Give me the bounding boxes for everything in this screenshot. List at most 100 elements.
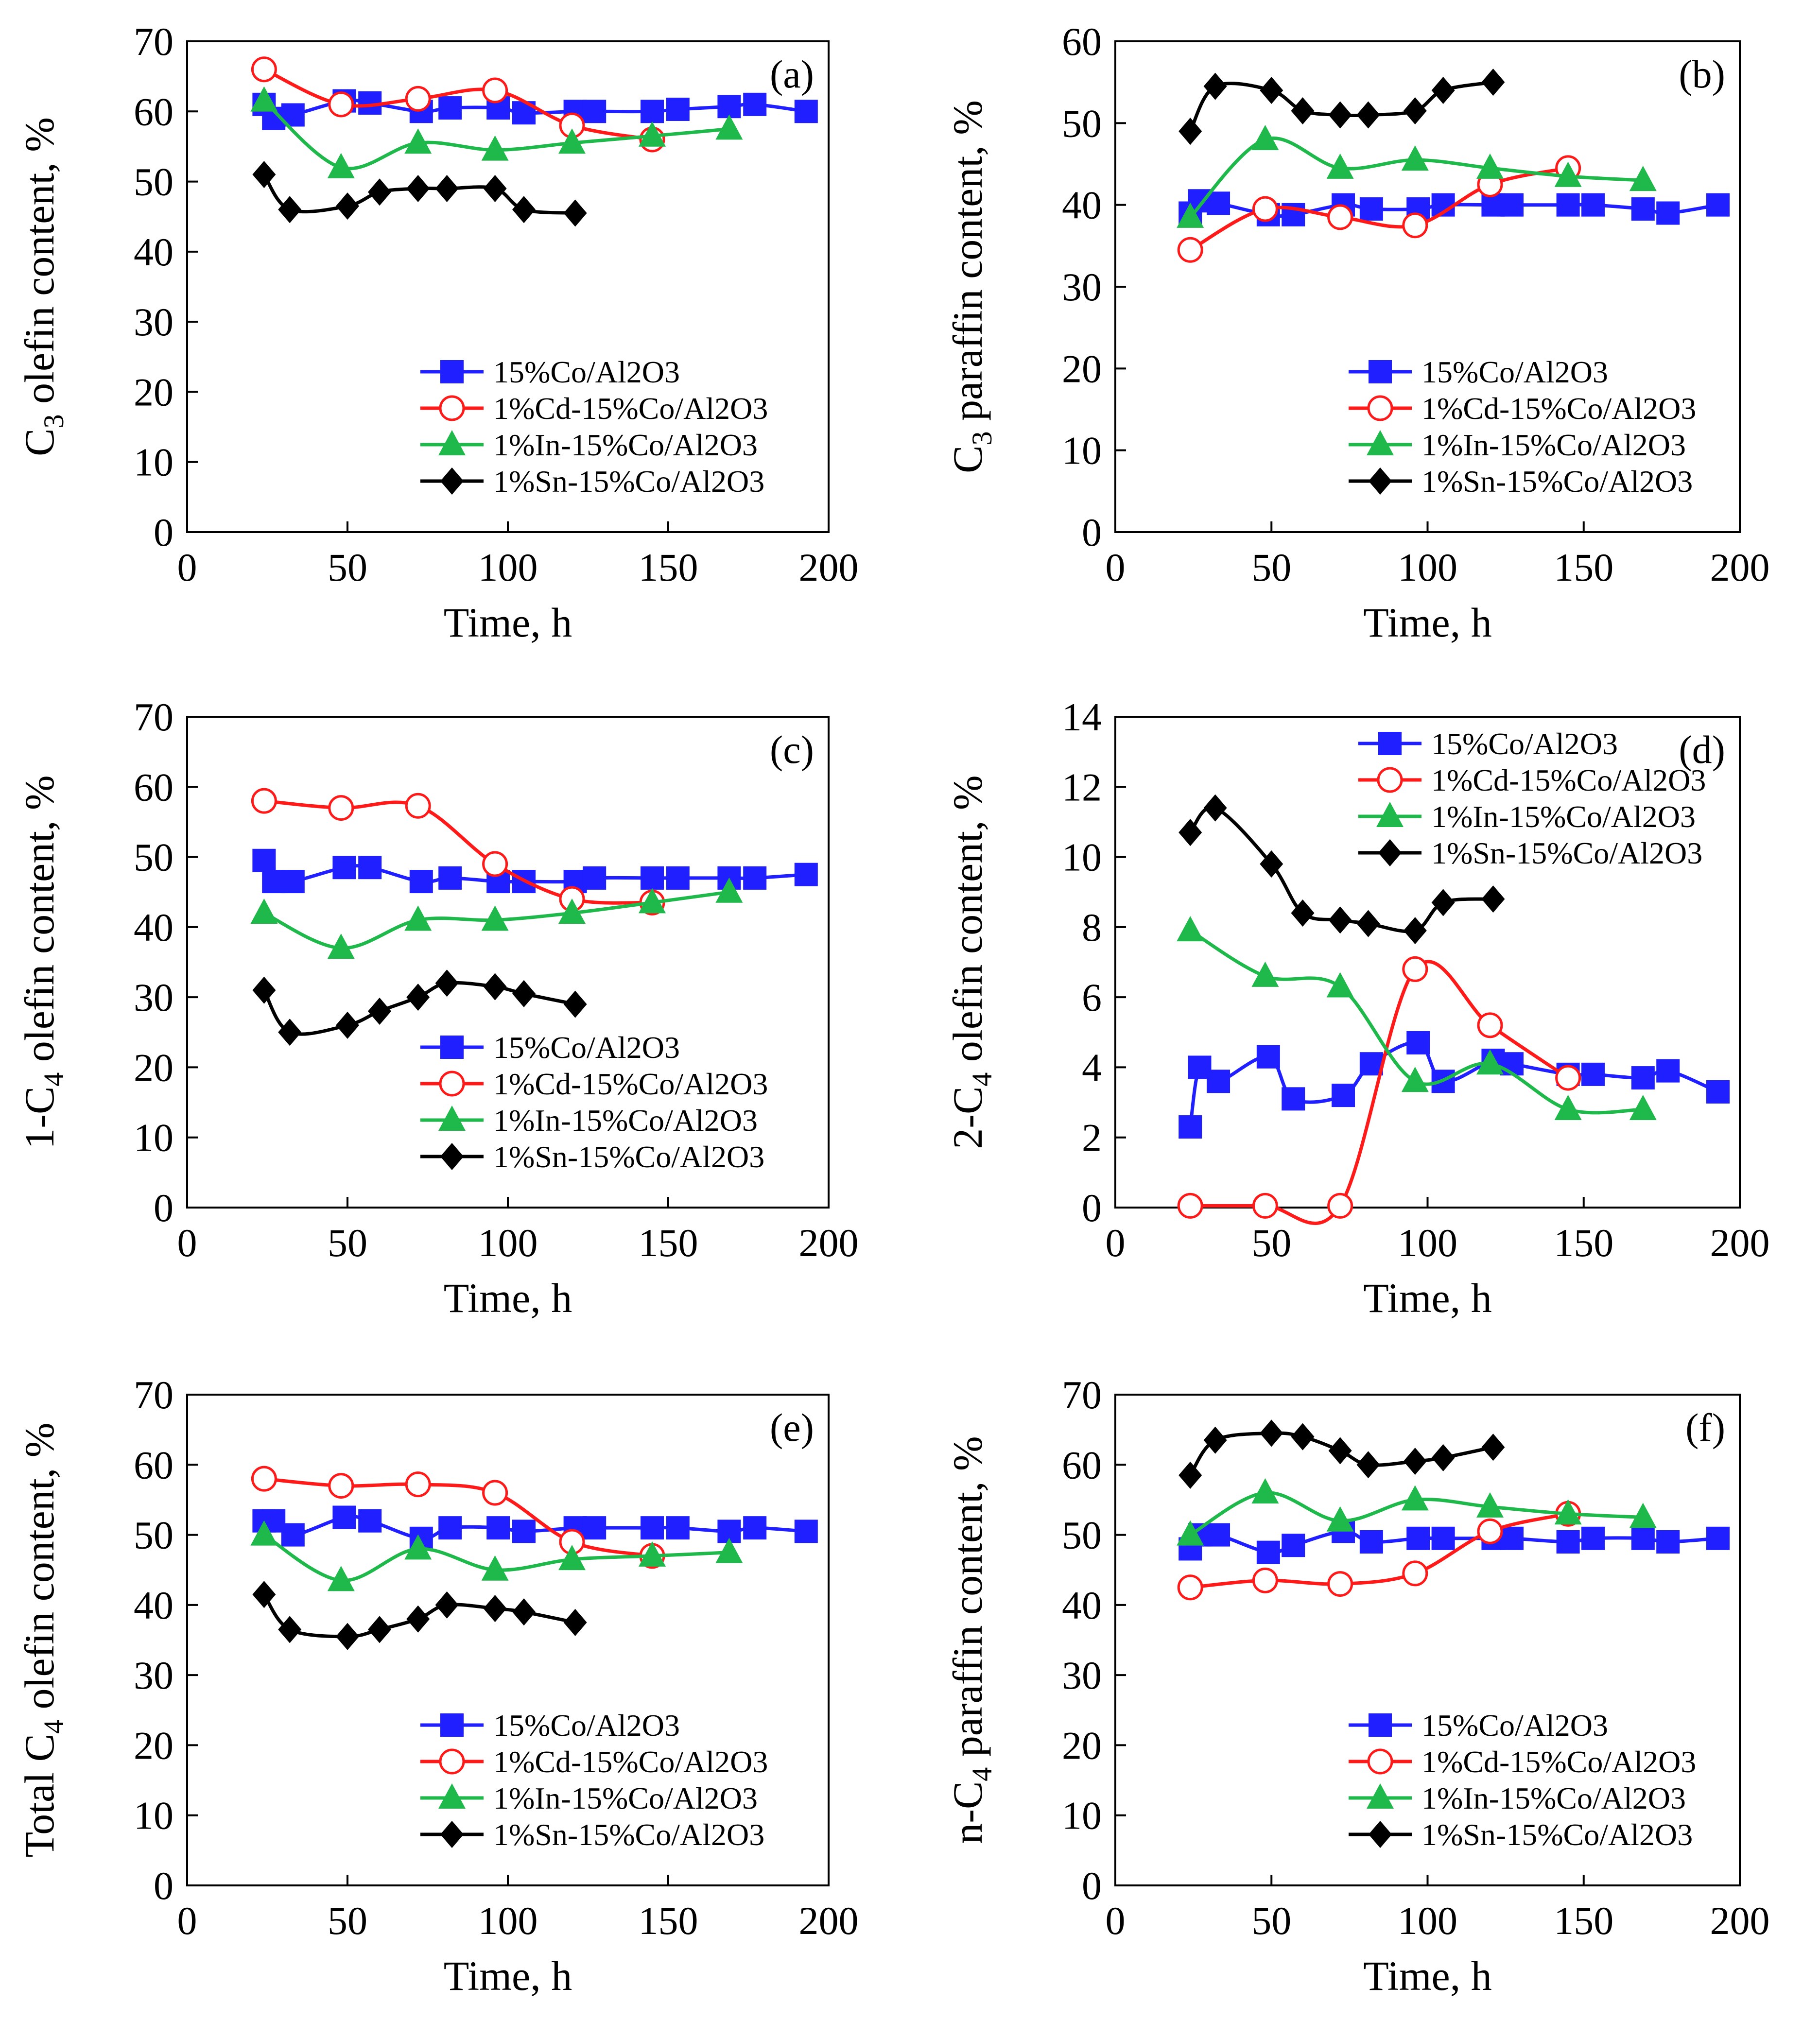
data-point (1431, 1526, 1455, 1550)
x-axis-title: Time, h (1363, 599, 1491, 646)
data-point (666, 866, 690, 890)
legend: 15%Co/Al2O31%Cd-15%Co/Al2O31%In-15%Co/Al… (420, 355, 768, 499)
data-point (250, 898, 278, 924)
x-axis-title: Time, h (1363, 1952, 1491, 1999)
data-point (404, 905, 432, 931)
data-point (252, 1581, 276, 1608)
legend-marker (1376, 802, 1404, 827)
panel-b: 0 50 100 150 200 0 10 20 30 40 50 60 Time, h C3 paraf… (944, 19, 1770, 646)
data-point (563, 199, 587, 227)
y-tick-label: 40 (134, 230, 173, 274)
legend-marker (1367, 430, 1394, 455)
data-point (1179, 1461, 1202, 1489)
legend-marker (1369, 360, 1392, 383)
data-point (328, 91, 354, 118)
y-tick-label: 10 (134, 1116, 173, 1160)
x-tick-label: 50 (1251, 545, 1291, 589)
legend: 15%Co/Al2O31%Cd-15%Co/Al2O31%In-15%Co/Al… (1349, 1708, 1696, 1852)
data-point (435, 175, 459, 202)
data-point (1403, 917, 1427, 945)
data-point (406, 1605, 430, 1633)
y-tick-label: 20 (1062, 346, 1102, 391)
series-sn (1179, 794, 1505, 945)
y-tick-label: 50 (134, 835, 173, 880)
data-point (483, 175, 507, 202)
data-point (1326, 972, 1354, 998)
legend-marker (1367, 1783, 1394, 1809)
data-point (1207, 1523, 1231, 1547)
data-point (435, 969, 459, 997)
legend-label: 1%In-15%Co/Al2O3 (1431, 799, 1696, 834)
legend: 15%Co/Al2O31%Cd-15%Co/Al2O31%In-15%Co/Al… (1349, 355, 1696, 499)
legend-marker (440, 360, 464, 383)
data-point (1203, 1426, 1227, 1454)
data-point (1326, 1506, 1354, 1532)
panel-letter: (f) (1685, 1405, 1725, 1450)
data-point (252, 976, 276, 1004)
data-point (332, 856, 356, 880)
legend-label: 1%Cd-15%Co/Al2O3 (493, 391, 768, 426)
data-point (1555, 1065, 1581, 1091)
data-point (1402, 1560, 1428, 1587)
data-point (1252, 1192, 1278, 1219)
legend-entry: 15%Co/Al2O3 (420, 355, 680, 389)
data-point (252, 848, 276, 872)
data-point (438, 866, 462, 890)
x-axis-title: Time, h (444, 1275, 572, 1321)
x-axis-title: Time, h (444, 599, 572, 646)
series-sn (1179, 69, 1505, 145)
data-point (404, 128, 432, 154)
data-point (1177, 202, 1204, 228)
data-point (1402, 956, 1428, 982)
data-point (1282, 1534, 1305, 1557)
data-point (281, 1523, 305, 1547)
legend-entry: 1%Sn-15%Co/Al2O3 (420, 464, 764, 499)
data-point (512, 980, 536, 1007)
legend-entry: 1%Sn-15%Co/Al2O3 (420, 1817, 764, 1852)
y-tick-label: 40 (1062, 1583, 1102, 1627)
data-point (1328, 1437, 1352, 1465)
data-point (512, 196, 536, 224)
data-point (278, 1616, 302, 1643)
series-in (1177, 916, 1657, 1120)
data-point (1629, 166, 1657, 191)
data-point (1706, 1526, 1730, 1550)
data-point (1251, 125, 1279, 150)
data-point (486, 1516, 510, 1540)
y-tick-label: 70 (1062, 1373, 1102, 1417)
data-point (1476, 1049, 1504, 1075)
data-point (1431, 889, 1455, 916)
data-point (1252, 196, 1278, 222)
legend-label: 1%In-15%Co/Al2O3 (1421, 428, 1686, 462)
data-point (1403, 1448, 1427, 1475)
data-point (1327, 204, 1353, 230)
data-point (743, 866, 767, 890)
legend-entry: 1%Cd-15%Co/Al2O3 (420, 1745, 768, 1779)
y-tick-label: 70 (134, 1373, 173, 1417)
legend-marker (1378, 732, 1402, 755)
data-point (639, 888, 666, 914)
legend-marker (440, 1036, 464, 1059)
data-point (358, 856, 382, 880)
data-point (251, 1466, 277, 1492)
data-point (794, 100, 818, 123)
series-sn (252, 969, 587, 1046)
data-point (1556, 1530, 1580, 1554)
data-point (278, 1019, 302, 1046)
legend-label: 1%Sn-15%Co/Al2O3 (1431, 836, 1702, 870)
y-tick-label: 0 (1082, 510, 1102, 554)
y-axis-title: C3 olefin content, % (16, 117, 69, 456)
legend-entry: 1%Cd-15%Co/Al2O3 (1349, 1745, 1696, 1779)
data-point (558, 898, 586, 924)
y-tick-label: 60 (134, 765, 173, 809)
x-tick-label: 150 (639, 1221, 698, 1265)
data-point (1291, 97, 1315, 125)
legend-entry: 1%In-15%Co/Al2O3 (420, 1103, 758, 1138)
data-point (1326, 153, 1354, 179)
legend-entry: 15%Co/Al2O3 (1349, 1708, 1608, 1743)
data-point (250, 1520, 278, 1546)
panel-letter: (b) (1679, 52, 1725, 96)
data-point (406, 175, 430, 202)
x-tick-label: 100 (478, 1899, 538, 1943)
legend-label: 1%Sn-15%Co/Al2O3 (493, 464, 764, 499)
